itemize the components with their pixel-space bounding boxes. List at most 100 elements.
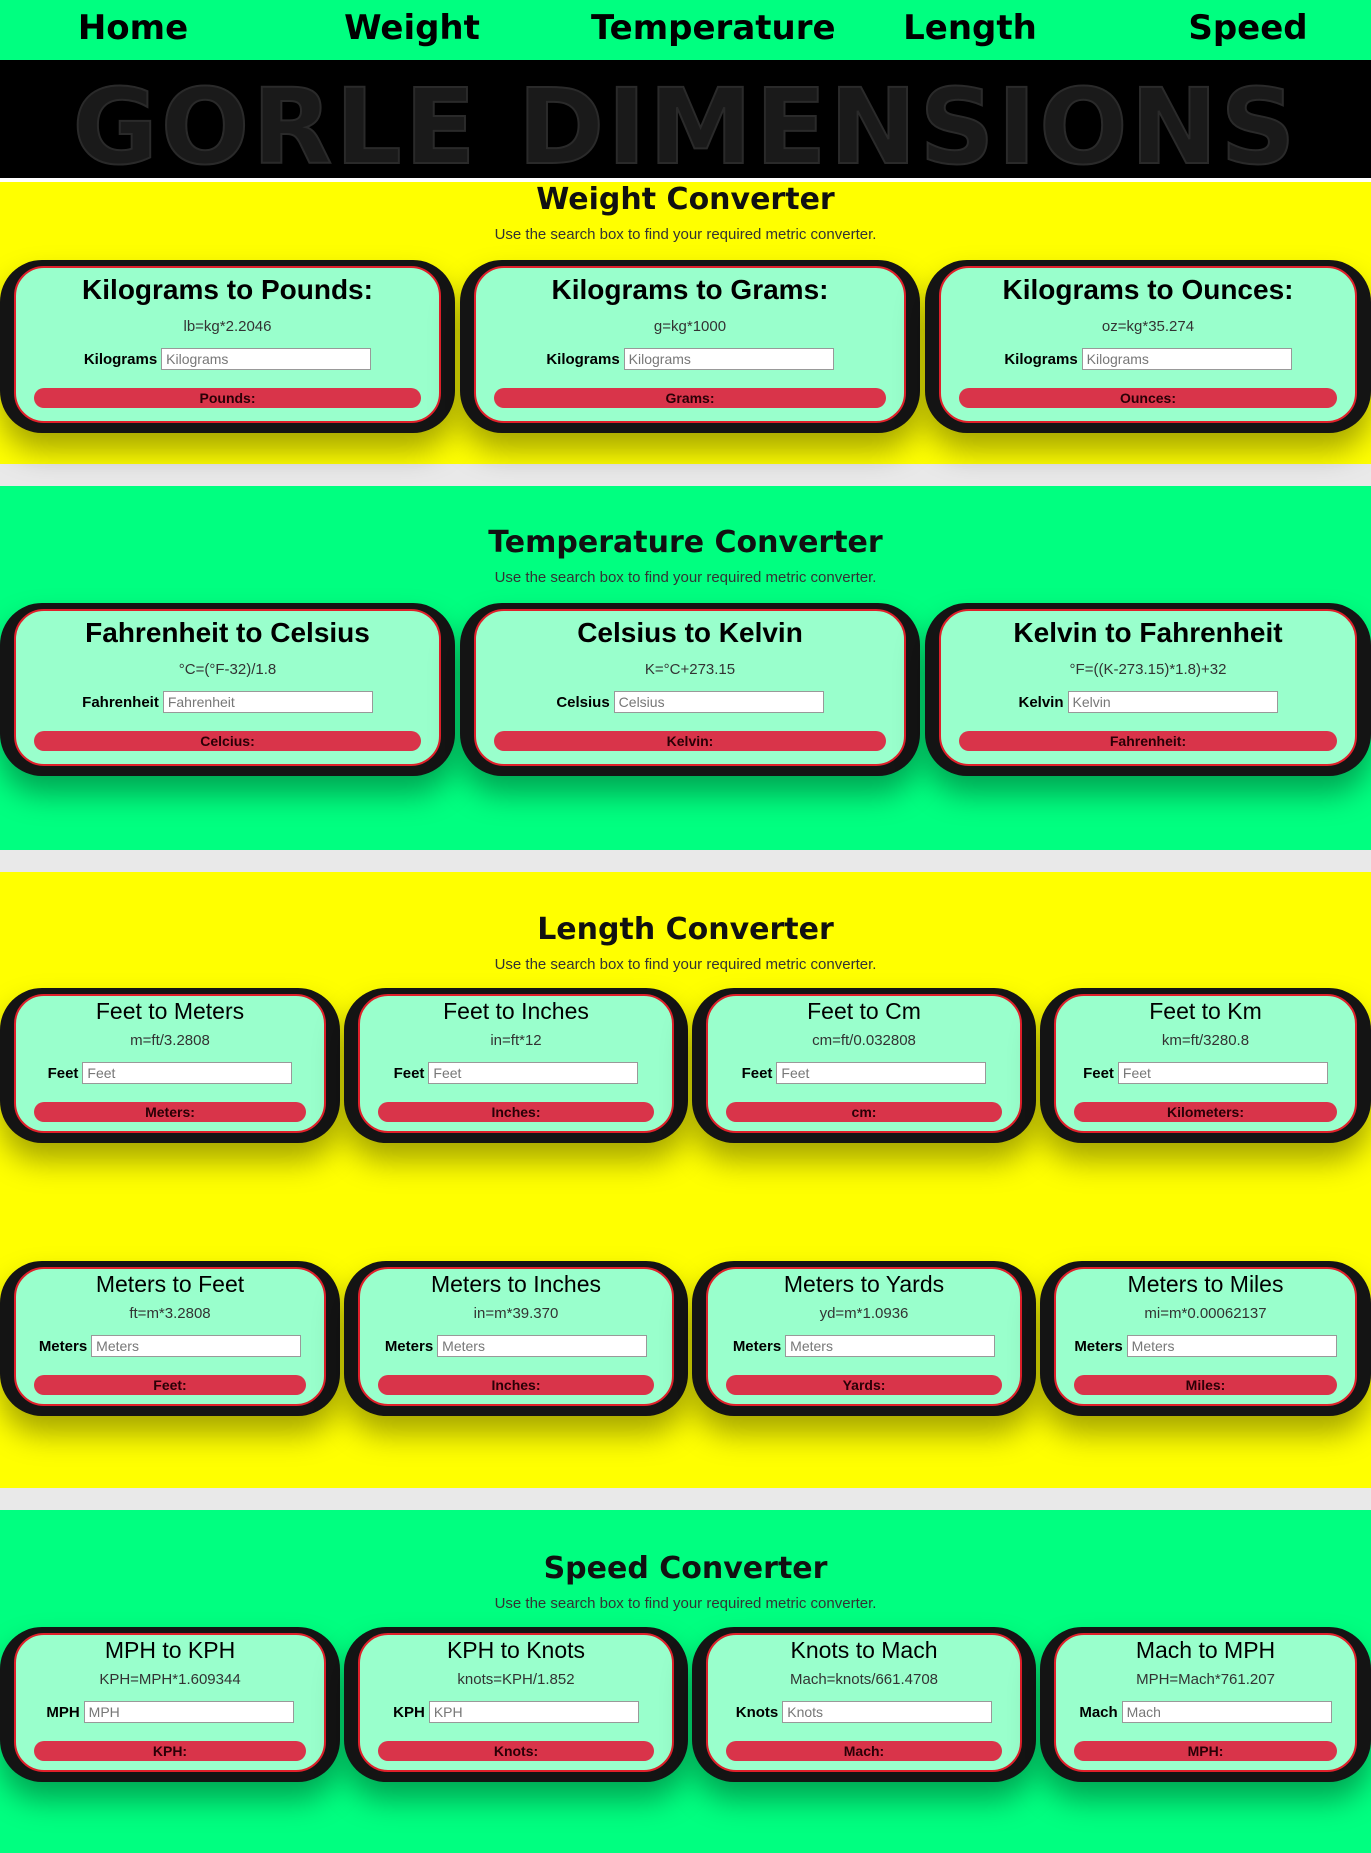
card-title: Mach to MPH bbox=[1135, 1637, 1276, 1663]
card-title: MPH to KPH bbox=[104, 1637, 236, 1663]
nav-weight[interactable]: Weight bbox=[344, 8, 480, 48]
nav-temperature[interactable]: Temperature bbox=[591, 8, 836, 48]
card-formula: km=ft/3280.8 bbox=[1161, 1032, 1250, 1049]
converter-card-ft-km: Feet to Km km=ft/3280.8 Feet Kilometers: bbox=[1040, 988, 1371, 1143]
card-formula: in=m*39.370 bbox=[473, 1305, 559, 1322]
card-title: Kilograms to Pounds: bbox=[82, 274, 373, 305]
meters-input[interactable] bbox=[91, 1335, 302, 1357]
converter-card-k-f: Kelvin to Fahrenheit °F=((K-273.15)*1.8)… bbox=[925, 603, 1371, 776]
card-title: Kilograms to Grams: bbox=[551, 274, 829, 305]
section-title-temperature: Temperature Converter bbox=[488, 525, 883, 560]
card-title: Feet to Inches bbox=[443, 998, 589, 1024]
section-subtitle-speed: Use the search box to find your required… bbox=[494, 1595, 877, 1612]
result-bar: MPH: bbox=[1074, 1741, 1337, 1761]
band-divider bbox=[0, 178, 1371, 182]
converter-card-c-k: Celsius to Kelvin K=°C+273.15 Celsius Ke… bbox=[460, 603, 920, 776]
result-bar: Mach: bbox=[726, 1741, 1002, 1761]
input-label: Celsius bbox=[556, 693, 610, 711]
card-title: Meters to Yards bbox=[783, 1271, 945, 1297]
card-title: Feet to Meters bbox=[95, 998, 245, 1024]
celsius-input[interactable] bbox=[613, 691, 824, 713]
converter-card-kg-oz: Kilograms to Ounces: oz=kg*35.274 Kilogr… bbox=[925, 260, 1371, 433]
meters-input[interactable] bbox=[785, 1335, 996, 1357]
top-nav: Home Weight Temperature Length Speed bbox=[0, 0, 1371, 60]
input-label: Feet bbox=[47, 1064, 79, 1082]
card-title: KPH to Knots bbox=[446, 1637, 586, 1663]
result-bar: KPH: bbox=[34, 1741, 306, 1761]
result-bar: Feet: bbox=[34, 1375, 306, 1395]
feet-input[interactable] bbox=[82, 1062, 293, 1084]
converter-card-m-mi: Meters to Miles mi=m*0.00062137 Meters M… bbox=[1040, 1261, 1371, 1416]
result-bar: Celcius: bbox=[34, 731, 421, 751]
converter-card-ft-m: Feet to Meters m=ft/3.2808 Feet Meters: bbox=[0, 988, 340, 1143]
card-formula: lb=kg*2.2046 bbox=[183, 318, 272, 335]
card-title: Fahrenheit to Celsius bbox=[85, 617, 370, 648]
result-bar: Inches: bbox=[378, 1102, 654, 1122]
feet-input[interactable] bbox=[428, 1062, 639, 1084]
card-formula: K=°C+273.15 bbox=[644, 661, 736, 678]
card-title: Kilograms to Ounces: bbox=[1002, 274, 1294, 305]
input-label: Kilograms bbox=[83, 350, 158, 368]
input-label: Knots bbox=[735, 1703, 779, 1721]
card-title: Feet to Km bbox=[1149, 998, 1262, 1024]
kilograms-input[interactable] bbox=[1081, 348, 1292, 370]
meters-input[interactable] bbox=[1126, 1335, 1337, 1357]
input-label: Fahrenheit bbox=[82, 693, 159, 711]
result-bar: Miles: bbox=[1074, 1375, 1337, 1395]
section-title-weight: Weight Converter bbox=[536, 182, 835, 217]
fahrenheit-input[interactable] bbox=[162, 691, 373, 713]
converter-card-knots-mach: Knots to Mach Mach=knots/661.4708 Knots … bbox=[692, 1627, 1036, 1782]
converter-card-kph-knots: KPH to Knots knots=KPH/1.852 KPH Knots: bbox=[344, 1627, 688, 1782]
nav-home[interactable]: Home bbox=[77, 8, 189, 48]
section-subtitle-weight: Use the search box to find your required… bbox=[494, 226, 877, 243]
input-label: Mach bbox=[1079, 1703, 1118, 1721]
input-label: Meters bbox=[38, 1337, 88, 1355]
card-formula: MPH=Mach*761.207 bbox=[1136, 1671, 1275, 1688]
section-gap bbox=[0, 850, 1371, 872]
nav-length[interactable]: Length bbox=[903, 8, 1037, 48]
card-formula: Mach=knots/661.4708 bbox=[789, 1671, 939, 1688]
input-label: Feet bbox=[741, 1064, 773, 1082]
input-label: Kelvin bbox=[1018, 693, 1064, 711]
meters-input[interactable] bbox=[437, 1335, 648, 1357]
card-formula: knots=KPH/1.852 bbox=[457, 1671, 575, 1688]
result-bar: cm: bbox=[726, 1102, 1002, 1122]
kph-input[interactable] bbox=[428, 1701, 639, 1723]
card-formula: mi=m*0.00062137 bbox=[1144, 1305, 1267, 1322]
input-label: Kilograms bbox=[546, 350, 620, 368]
card-formula: m=ft/3.2808 bbox=[130, 1032, 210, 1049]
input-label: Meters bbox=[384, 1337, 434, 1355]
mph-input[interactable] bbox=[83, 1701, 294, 1723]
kilograms-input[interactable] bbox=[623, 348, 834, 370]
kilograms-input[interactable] bbox=[161, 348, 372, 370]
site-banner: GORLE DIMENSIONS bbox=[0, 60, 1371, 178]
converter-card-m-in: Meters to Inches in=m*39.370 Meters Inch… bbox=[344, 1261, 688, 1416]
card-formula: oz=kg*35.274 bbox=[1101, 318, 1195, 335]
input-label: Feet bbox=[393, 1064, 425, 1082]
result-bar: Fahrenheit: bbox=[959, 731, 1337, 751]
site-logo-text: GORLE DIMENSIONS bbox=[72, 65, 1299, 178]
mach-input[interactable] bbox=[1121, 1701, 1332, 1723]
card-formula: yd=m*1.0936 bbox=[819, 1305, 909, 1322]
feet-input[interactable] bbox=[1117, 1062, 1328, 1084]
card-title: Meters to Feet bbox=[95, 1271, 245, 1297]
input-label: KPH bbox=[393, 1703, 425, 1721]
knots-input[interactable] bbox=[782, 1701, 993, 1723]
card-formula: cm=ft/0.032808 bbox=[812, 1032, 916, 1049]
input-label: Feet bbox=[1083, 1064, 1114, 1082]
card-title: Meters to Miles bbox=[1127, 1271, 1284, 1297]
kelvin-input[interactable] bbox=[1067, 691, 1278, 713]
converter-card-f-c: Fahrenheit to Celsius °C=(°F-32)/1.8 Fah… bbox=[0, 603, 455, 776]
input-label: MPH bbox=[46, 1703, 80, 1721]
section-title-speed: Speed Converter bbox=[543, 1551, 828, 1586]
result-bar: Inches: bbox=[378, 1375, 654, 1395]
result-bar: Kelvin: bbox=[494, 731, 886, 751]
card-formula: °F=((K-273.15)*1.8)+32 bbox=[1069, 661, 1227, 678]
feet-input[interactable] bbox=[776, 1062, 987, 1084]
card-title: Feet to Cm bbox=[807, 998, 921, 1024]
converter-card-ft-in: Feet to Inches in=ft*12 Feet Inches: bbox=[344, 988, 688, 1143]
result-bar: Kilometers: bbox=[1074, 1102, 1337, 1122]
card-formula: ft=m*3.2808 bbox=[129, 1305, 211, 1322]
nav-speed[interactable]: Speed bbox=[1188, 8, 1308, 48]
card-title: Celsius to Kelvin bbox=[577, 617, 803, 648]
